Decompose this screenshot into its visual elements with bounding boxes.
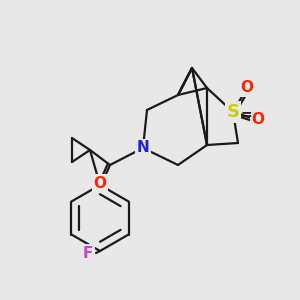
Text: F: F [83,245,93,260]
Text: S: S [226,103,239,121]
Text: O: O [94,176,106,190]
Text: N: N [136,140,149,155]
Text: O: O [251,112,265,128]
Text: O: O [241,80,254,95]
Text: =: = [240,108,252,122]
